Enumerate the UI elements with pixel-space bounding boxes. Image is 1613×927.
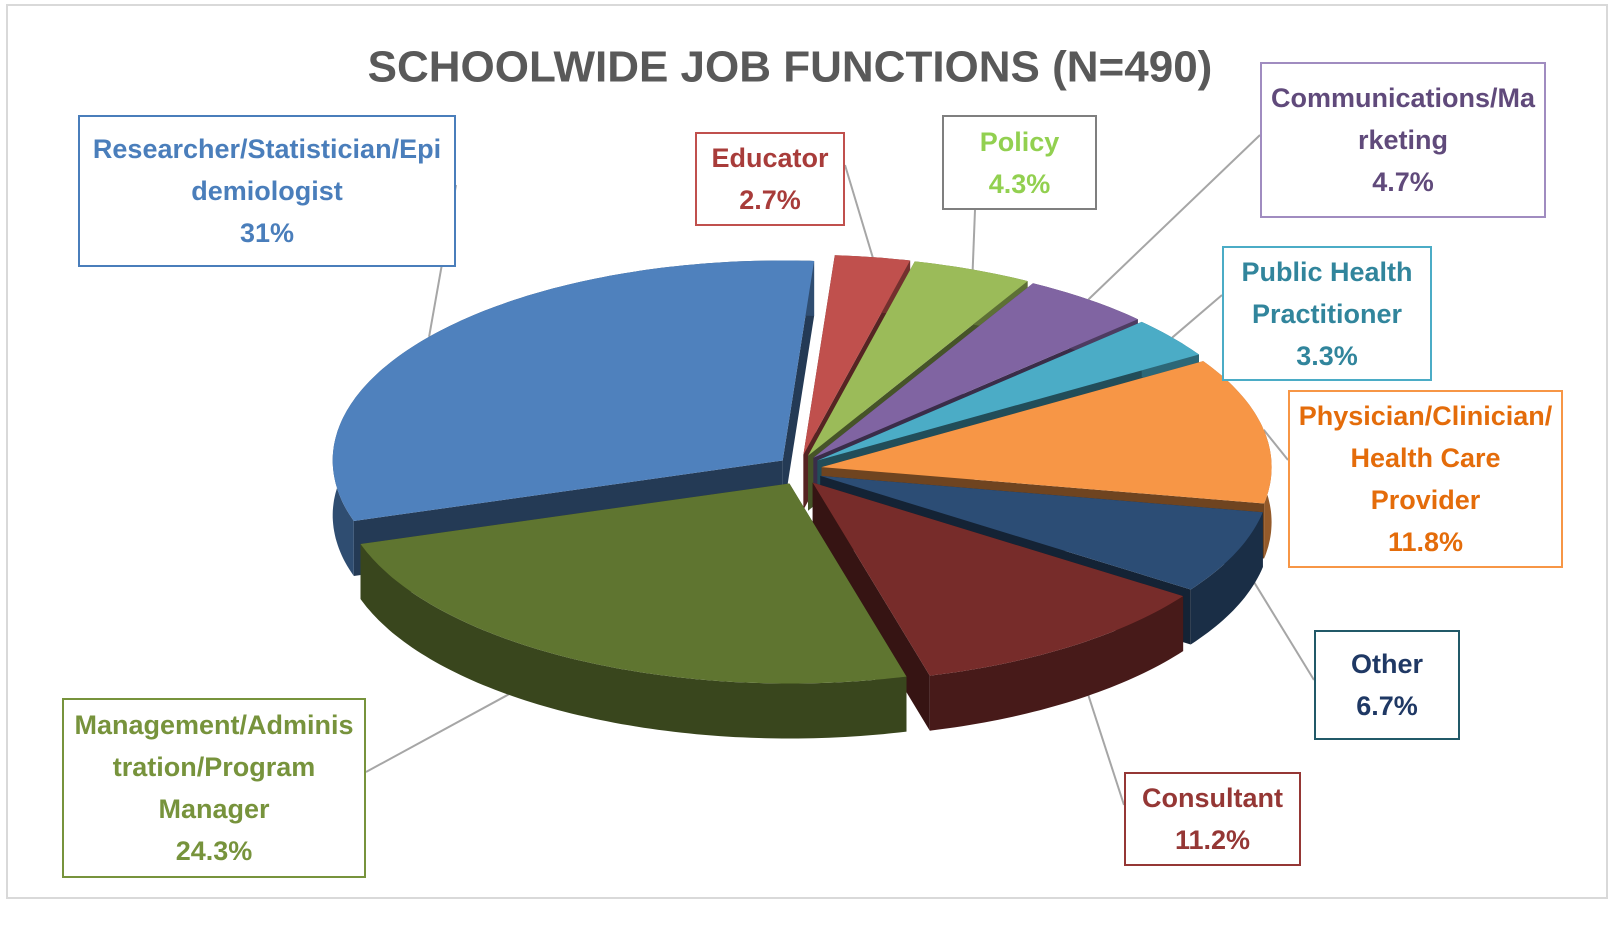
data-label: Public Health Practitioner 3.3%: [1222, 246, 1432, 381]
label-value: 11.2%: [1174, 825, 1251, 855]
leader-line: [1262, 429, 1289, 461]
label-name: Policy: [979, 126, 1060, 157]
label-value: 11.8%: [1387, 527, 1464, 557]
label-name: Public Health Practitioner: [1241, 256, 1413, 329]
label-value: 24.3%: [175, 836, 253, 866]
data-label: Other 6.7%: [1314, 630, 1460, 740]
label-name: Other: [1350, 649, 1423, 679]
label-value: 4.3%: [988, 168, 1051, 199]
data-label: Educator 2.7%: [695, 132, 845, 226]
slice-side: [929, 596, 1184, 731]
data-label: Consultant 11.2%: [1124, 772, 1301, 866]
slice: [332, 260, 815, 521]
slice-side: [360, 544, 907, 739]
label-value: 3.3%: [1296, 340, 1358, 371]
label-value: 2.7%: [739, 185, 801, 215]
label-name: Educator: [711, 143, 829, 173]
slice: [813, 283, 1138, 458]
label-value: 4.7%: [1372, 167, 1434, 197]
label-name: Physician/Clinician/Health Care Provider: [1298, 401, 1553, 515]
data-label: Policy 4.3%: [942, 115, 1097, 210]
slice-side: [1190, 512, 1263, 645]
label-name: Communications/Marketing: [1270, 83, 1536, 155]
data-label: Communications/Marketing 4.7%: [1260, 62, 1546, 218]
label-value: 31%: [239, 218, 295, 248]
slice: [820, 475, 1263, 590]
slice: [817, 321, 1199, 461]
leader-line: [1087, 134, 1261, 301]
slice: [821, 361, 1272, 504]
data-label: Researcher/Statistician/Epidemiologist 31…: [78, 115, 456, 267]
slice: [803, 255, 911, 455]
chart-frame: [6, 4, 1608, 899]
label-name: Management/Administration/Program Manage…: [74, 710, 354, 824]
slice: [360, 483, 907, 684]
leader-line: [1171, 294, 1223, 339]
leader-line: [844, 164, 874, 258]
slice: [808, 261, 1028, 456]
label-name: Consultant: [1142, 783, 1283, 813]
label-value: 6.7%: [1356, 691, 1418, 721]
leader-line: [971, 209, 976, 270]
label-name: Researcher/Statistician/Epidemiologist: [92, 134, 442, 206]
slice: [812, 482, 1184, 676]
slice-edge: [782, 261, 815, 516]
chart-title: SCHOOLWIDE JOB FUNCTIONS (N=490): [368, 43, 1213, 92]
data-label: Management/Administration/Program Manage…: [62, 698, 366, 878]
data-label: Physician/Clinician/Health Care Provider…: [1288, 390, 1563, 568]
